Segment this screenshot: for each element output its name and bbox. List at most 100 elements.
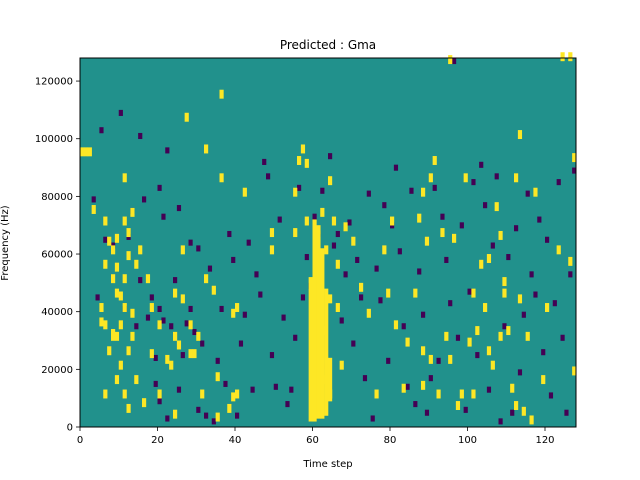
heatmap-cell-high (149, 349, 154, 359)
heatmap-cell-high (114, 331, 120, 341)
heatmap-cell-high (235, 303, 240, 312)
heatmap-cell-low (417, 268, 422, 275)
heatmap-cell-low (517, 369, 523, 376)
heatmap-run-high (308, 277, 313, 422)
heatmap-cell-high (138, 245, 143, 255)
heatmap-cell-low (475, 352, 480, 359)
heatmap-cell-high (300, 144, 306, 154)
heatmap-cell-low (428, 375, 433, 382)
heatmap-cell-high (525, 331, 530, 341)
heatmap-cell-high (335, 303, 340, 312)
heatmap-cell-high (393, 320, 399, 330)
heatmap-cell-high (502, 277, 507, 287)
heatmap-cell-high (448, 354, 453, 364)
heatmap-cell-low (262, 158, 267, 165)
heatmap-cell-high (219, 173, 224, 183)
heatmap-cell-low (448, 300, 453, 307)
heatmap-cell-high (196, 331, 201, 341)
heatmap-cell-low (397, 248, 402, 255)
heatmap-cell-high (444, 331, 449, 341)
heatmap-cell-low (184, 320, 189, 327)
heatmap-cell-high (359, 282, 364, 292)
heatmap-cell-low (192, 328, 197, 336)
heatmap-cell-high (91, 205, 96, 214)
heatmap-run-high (328, 357, 333, 402)
heatmap-cell-low (347, 219, 352, 226)
heatmap-cell-low (405, 383, 410, 390)
heatmap-cell-low (134, 323, 139, 330)
heatmap-cell-low (215, 357, 220, 364)
heatmap-cell-low (413, 401, 418, 408)
heatmap-run-high (324, 288, 329, 416)
heatmap-cell-high (490, 360, 495, 370)
heatmap-cell-high (99, 317, 104, 327)
heatmap-cell-high (572, 366, 577, 376)
heatmap-cell-high (134, 375, 139, 385)
heatmap-cell-high (126, 403, 131, 413)
heatmap-cell-high (463, 173, 468, 183)
heatmap-cell-high (331, 216, 337, 226)
x-axis-label: Time step (302, 459, 352, 470)
heatmap-cell-low (362, 375, 368, 382)
plot-frame (79, 57, 577, 428)
heatmap-cell-high (231, 392, 236, 402)
heatmap-cell-low (289, 386, 294, 393)
heatmap-cell-low (188, 239, 193, 246)
x-tick-label: 100 (458, 435, 477, 446)
heatmap-cell-low (200, 340, 205, 347)
heatmap-cell-low (564, 409, 569, 416)
heatmap-cell-high (421, 346, 426, 356)
heatmap-cell-low (153, 354, 158, 361)
y-tick-label: 80000 (41, 192, 73, 203)
heatmap-cell-low (366, 190, 371, 197)
heatmap-cell-low (494, 173, 499, 180)
heatmap-cell-low (525, 190, 530, 197)
y-tick-label: 60000 (41, 250, 73, 261)
heatmap-cell-high (471, 389, 476, 399)
heatmap-cell-low (537, 216, 542, 223)
heatmap-cell-low (521, 311, 526, 318)
heatmap-cell-high (145, 274, 151, 284)
heatmap-cell-low (99, 127, 104, 134)
heatmap-cell-high (114, 262, 120, 272)
heatmap-cell-high (103, 216, 108, 226)
heatmap-cell-low (258, 291, 263, 298)
heatmap-cell-high (103, 320, 108, 330)
heatmap-cell-low (145, 314, 151, 321)
heatmap-cell-low (432, 184, 437, 191)
heatmap-cell-high (498, 230, 503, 240)
heatmap-cell-high (215, 372, 220, 382)
heatmap-cell-high (498, 331, 503, 341)
heatmap-cell-high (134, 259, 139, 269)
heatmap-cell-high (126, 251, 131, 261)
heatmap-cell-low (196, 406, 201, 413)
heatmap-cell-high (80, 147, 85, 157)
heatmap-cell-low (463, 406, 468, 413)
heatmap-cell-low (169, 323, 174, 330)
heatmap-cell-high (165, 354, 170, 364)
heatmap-cell-low (211, 418, 216, 425)
heatmap-cell-high (366, 308, 371, 318)
heatmap-cell-low (103, 236, 108, 243)
heatmap-cell-low (165, 415, 170, 422)
heatmap-cell-high (428, 354, 433, 364)
heatmap-cell-low (479, 161, 484, 168)
heatmap-cell-high (103, 259, 108, 269)
heatmap-cell-low (498, 418, 503, 425)
heatmap-cell-high (545, 303, 550, 312)
heatmap-cell-high (126, 346, 131, 356)
heatmap-run-high (312, 219, 317, 422)
heatmap-cell-high (227, 403, 232, 413)
heatmap-cell-low (471, 179, 476, 186)
heatmap-cell-low (486, 386, 492, 393)
heatmap-cell-low (483, 202, 488, 209)
y-tick-label: 20000 (41, 365, 73, 376)
heatmap-cell-high (204, 144, 209, 154)
heatmap-cell-high (510, 383, 515, 393)
heatmap-cell-low (269, 352, 275, 359)
heatmap-cell-low (266, 173, 271, 180)
x-tick-label: 20 (151, 435, 164, 446)
heatmap-cell-high (180, 294, 185, 304)
heatmap-cell-low (285, 401, 290, 408)
heatmap-cells (80, 52, 577, 425)
